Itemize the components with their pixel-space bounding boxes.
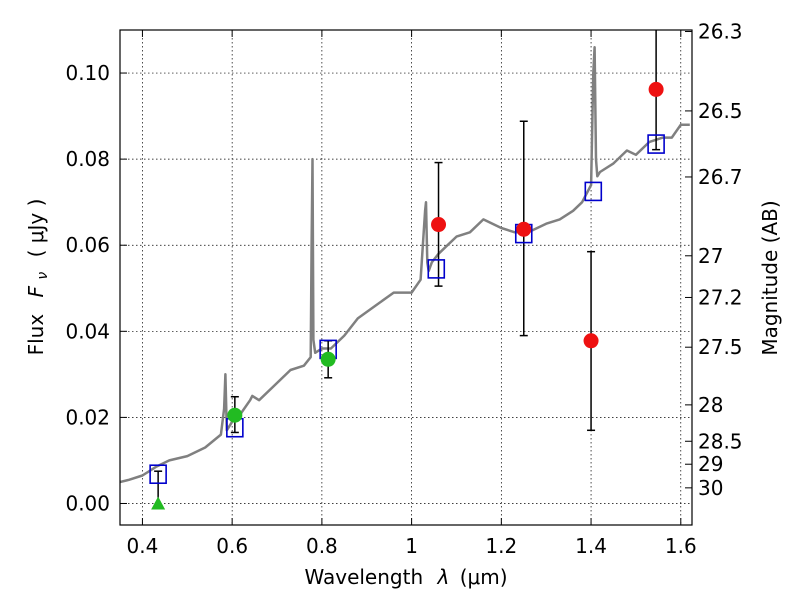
observed-point (431, 217, 447, 233)
observed-point (227, 407, 243, 423)
model-photometry-square (584, 181, 603, 202)
mag-tick-label: 27.2 (698, 285, 743, 309)
mag-tick-label: 29 (698, 452, 723, 476)
observed-point (320, 351, 336, 367)
observed-point (648, 81, 664, 97)
observed-point (583, 333, 599, 349)
mag-tick-label: 28.5 (698, 429, 743, 453)
x-tick-label: 1.6 (665, 534, 697, 558)
x-tick-label: 0.4 (127, 534, 159, 558)
y-axis-label-prefix: Flux (24, 314, 48, 356)
mag-tick-label: 28 (698, 393, 723, 417)
x-tick-label: 0.8 (306, 534, 338, 558)
plot-frame (119, 29, 693, 526)
model-photometry-square (149, 464, 167, 485)
x-axis-label-prefix: Wavelength (304, 565, 423, 589)
x-axis-label-unit: (μm) (460, 565, 508, 589)
x-axis-label-symbol: λ (437, 565, 450, 589)
x-tick-label: 0.6 (216, 534, 248, 558)
mag-tick-label: 26.3 (698, 20, 743, 44)
y-axis-label-symbol: F (24, 285, 48, 297)
mag-tick-label: 26.7 (698, 165, 743, 189)
mag-tick-label: 27.5 (698, 335, 743, 359)
y-axis-label: Flux F ν ( μJy ) (24, 199, 52, 356)
x-tick-label: 1.4 (575, 534, 607, 558)
model-photometry-square (647, 134, 665, 154)
y-tick-label: 0.04 (65, 319, 110, 343)
x-tick-label: 1.2 (485, 534, 517, 558)
ticks: 0.4 0.6 0.8 1 1.2 1.4 1.6 0.00 0.02 0.04 0.06 0.08 0… (65, 20, 742, 558)
upper-limit-triangle (151, 496, 166, 510)
x-tick-label: 1 (405, 534, 418, 558)
mag-tick-label: 30 (698, 476, 723, 500)
y-axis-label-unit: ( μJy ) (24, 199, 48, 258)
model-photometry-square (427, 259, 446, 279)
y-tick-label: 0.06 (65, 233, 110, 257)
y-axis-label-subscript: ν (35, 272, 51, 280)
y-tick-label: 0.02 (65, 405, 110, 429)
mag-tick-label: 26.5 (698, 99, 743, 123)
grid (120, 30, 692, 525)
y-tick-label: 0.08 (65, 147, 110, 171)
observed-point (516, 221, 532, 237)
x-axis-label: Wavelength λ (μm) (304, 565, 507, 589)
points-layer (149, 81, 665, 510)
y-tick-label: 0.00 (65, 491, 110, 515)
y-tick-label: 0.10 (65, 61, 110, 85)
y2-axis-label: Magnitude (AB) (758, 200, 782, 355)
mag-tick-label: 27 (698, 244, 723, 268)
model-spectrum-line (120, 45, 690, 484)
model-spectrum-layer (120, 45, 690, 484)
